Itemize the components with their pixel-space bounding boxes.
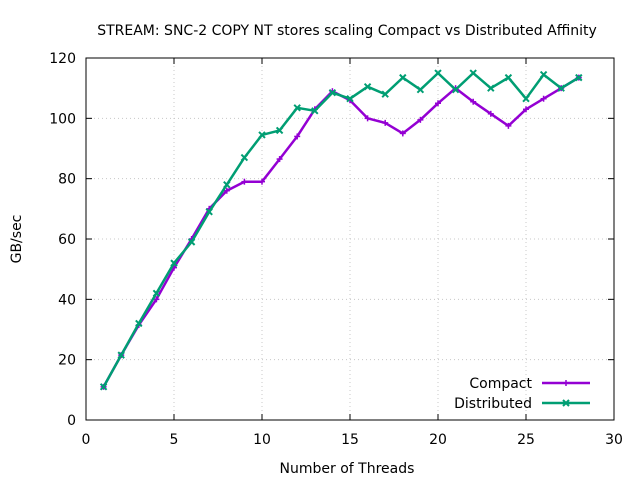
y-axis-label: GB/sec xyxy=(9,215,25,264)
data-point-distributed xyxy=(328,88,337,97)
data-point-distributed xyxy=(187,238,196,246)
data-point-distributed xyxy=(258,131,266,139)
series-line-compact xyxy=(102,76,580,388)
data-point-compact xyxy=(294,133,301,140)
y-tick-label: 40 xyxy=(58,292,76,308)
data-point-distributed xyxy=(170,259,178,267)
data-point-distributed xyxy=(240,153,249,162)
x-axis-label: Number of Threads xyxy=(280,461,415,477)
data-point-compact xyxy=(505,122,512,129)
x-tick-label: 10 xyxy=(253,432,271,448)
data-point-compact xyxy=(153,296,160,303)
data-point-distributed xyxy=(223,180,231,189)
data-point-distributed xyxy=(522,95,530,103)
data-point-compact xyxy=(382,119,389,126)
series-compact xyxy=(100,74,582,390)
data-point-distributed xyxy=(381,90,389,98)
series-layer xyxy=(99,69,583,391)
data-point-distributed xyxy=(135,319,143,328)
data-point-compact xyxy=(487,110,494,117)
grid xyxy=(86,58,614,420)
data-point-distributed xyxy=(152,289,161,298)
series-line-distributed xyxy=(102,71,580,388)
data-point-distributed xyxy=(487,84,495,92)
data-point-distributed xyxy=(293,104,301,112)
data-point-distributed xyxy=(311,107,319,115)
x-tick-label: 5 xyxy=(170,432,179,448)
data-point-distributed xyxy=(275,126,284,135)
legend-marker-compact xyxy=(563,380,569,386)
data-point-compact xyxy=(540,95,547,102)
legend: Compact Distributed xyxy=(454,376,590,412)
data-point-compact xyxy=(364,115,371,122)
legend-marker-distributed xyxy=(562,399,570,407)
data-point-distributed xyxy=(363,82,372,91)
data-point-distributed xyxy=(399,73,407,82)
data-point-compact xyxy=(399,130,406,137)
data-point-distributed xyxy=(504,73,513,82)
data-point-compact xyxy=(435,100,441,107)
data-point-compact xyxy=(241,178,248,185)
data-point-distributed xyxy=(575,73,583,82)
x-tick-label: 0 xyxy=(82,432,91,448)
axis-ticks: 0 20 40 60 80 100 120 0 5 10 15 20 25 30 xyxy=(49,51,623,448)
legend-label-distributed: Distributed xyxy=(454,396,532,412)
data-point-compact xyxy=(470,98,477,105)
x-tick-label: 30 xyxy=(605,432,623,448)
y-tick-label: 80 xyxy=(58,172,76,188)
data-point-compact xyxy=(417,116,424,123)
data-point-distributed xyxy=(434,69,442,77)
data-point-compact xyxy=(523,106,529,113)
data-point-distributed xyxy=(346,95,354,103)
data-point-distributed xyxy=(469,69,477,77)
data-point-distributed xyxy=(557,84,565,92)
x-tick-label: 25 xyxy=(517,432,535,448)
data-point-compact xyxy=(259,178,265,185)
legend-label-compact: Compact xyxy=(469,376,532,392)
x-tick-label: 20 xyxy=(429,432,447,448)
y-tick-label: 120 xyxy=(49,51,76,67)
series-distributed xyxy=(99,69,583,391)
data-point-distributed xyxy=(451,85,460,94)
y-tick-label: 100 xyxy=(49,111,76,127)
y-tick-label: 20 xyxy=(58,353,76,369)
data-point-distributed xyxy=(205,208,213,216)
x-tick-label: 15 xyxy=(341,432,359,448)
data-point-distributed xyxy=(416,85,425,94)
data-point-distributed xyxy=(99,383,108,391)
data-point-distributed xyxy=(117,351,125,359)
data-point-compact xyxy=(276,156,283,163)
y-tick-label: 0 xyxy=(67,413,76,429)
y-tick-label: 60 xyxy=(58,232,76,248)
data-point-distributed xyxy=(539,70,548,79)
chart-title: STREAM: SNC-2 COPY NT stores scaling Com… xyxy=(97,23,597,39)
data-point-compact xyxy=(223,187,230,194)
